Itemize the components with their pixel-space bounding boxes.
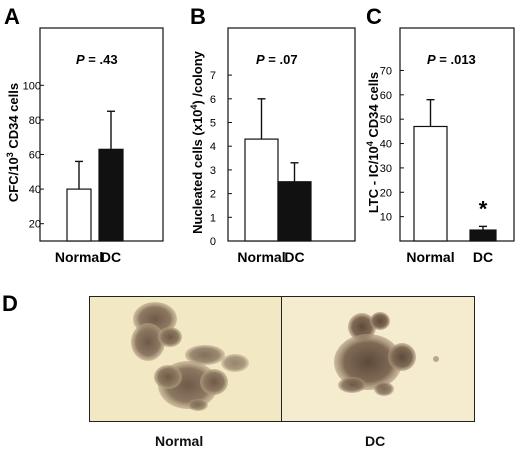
panel-c-ytick-label: 40 xyxy=(380,139,392,151)
panel-c-ytick-label: 50 xyxy=(380,114,392,126)
panel-c-ytick-label: 20 xyxy=(380,187,392,199)
panel-b-y-axis-label: Nucleated cells (x104) /colony xyxy=(189,50,205,234)
panel-b-bar-normal xyxy=(244,138,279,242)
panel-c-bar-dc xyxy=(469,229,497,242)
panel-a-ytick-label: 40 xyxy=(29,184,41,196)
panel-b-ytick-label: 2 xyxy=(210,189,216,201)
panel-b-bar-dc xyxy=(277,181,312,242)
panel-b-ytick-label: 6 xyxy=(210,94,216,106)
panel-c-category-label: DC xyxy=(473,249,493,265)
panel-c-frame xyxy=(399,27,515,242)
panel-a-letter: A xyxy=(4,4,20,29)
panel-c-letter: C xyxy=(366,4,382,29)
panel-b-ytick-label: 1 xyxy=(210,212,216,224)
normal-micrograph xyxy=(89,296,283,422)
panel-b-ytick-label: 5 xyxy=(210,118,216,130)
panel-b-category-label: DC xyxy=(284,249,304,265)
panel-a-ytick-label: 100 xyxy=(23,80,41,92)
normal-colony-image xyxy=(131,302,249,411)
panel-b-category-label: Normal xyxy=(237,249,285,265)
panel-c-ytick-label: 60 xyxy=(380,90,392,102)
panel-a-bar-normal xyxy=(66,188,92,242)
panel-d-letter: D xyxy=(2,291,18,316)
panel-a-ytick-label: 20 xyxy=(29,219,41,231)
panel-c-significance-mark: * xyxy=(479,196,488,221)
panel-c-p-value: P = .013 xyxy=(427,52,476,67)
panel-c-ytick-label: 10 xyxy=(380,212,392,224)
panel-b-p-value: P = .07 xyxy=(256,52,298,67)
panel-a-p-value: P = .43 xyxy=(76,52,118,67)
panel-a-y-axis-label: CFC/103 CD34 cells xyxy=(5,83,21,202)
normal-image-caption: Normal xyxy=(155,433,204,449)
panel-b-ytick-label: 7 xyxy=(210,70,216,82)
panel-b-ytick-label: 4 xyxy=(210,141,216,153)
panel-a-ytick-label: 80 xyxy=(29,115,41,127)
panel-b-chart: B 0 1 2 3 4 5 6 7 Nucleated cells (x104) /colony P… xyxy=(189,4,356,265)
panel-a-category-label: Normal xyxy=(55,249,103,265)
panel-a-ytick-label: 60 xyxy=(29,150,41,162)
dc-micrograph xyxy=(281,296,475,422)
panel-b-ytick-label: 3 xyxy=(210,165,216,177)
panel-c-bar-normal xyxy=(413,125,448,242)
panel-c-ytick-label: 70 xyxy=(380,65,392,77)
panel-b-ytick-label: 0 xyxy=(210,236,216,248)
panel-c-ytick-label: 30 xyxy=(380,163,392,175)
panel-a-category-label: DC xyxy=(101,249,121,265)
panel-a-bar-dc xyxy=(98,148,124,242)
panel-c-y-axis-label: LTC - IC/104 CD34 cells xyxy=(365,72,381,213)
panel-c-category-label: Normal xyxy=(406,249,454,265)
dc-image-caption: DC xyxy=(365,433,386,449)
panel-b-letter: B xyxy=(190,4,206,29)
dc-colony-image xyxy=(334,312,439,396)
